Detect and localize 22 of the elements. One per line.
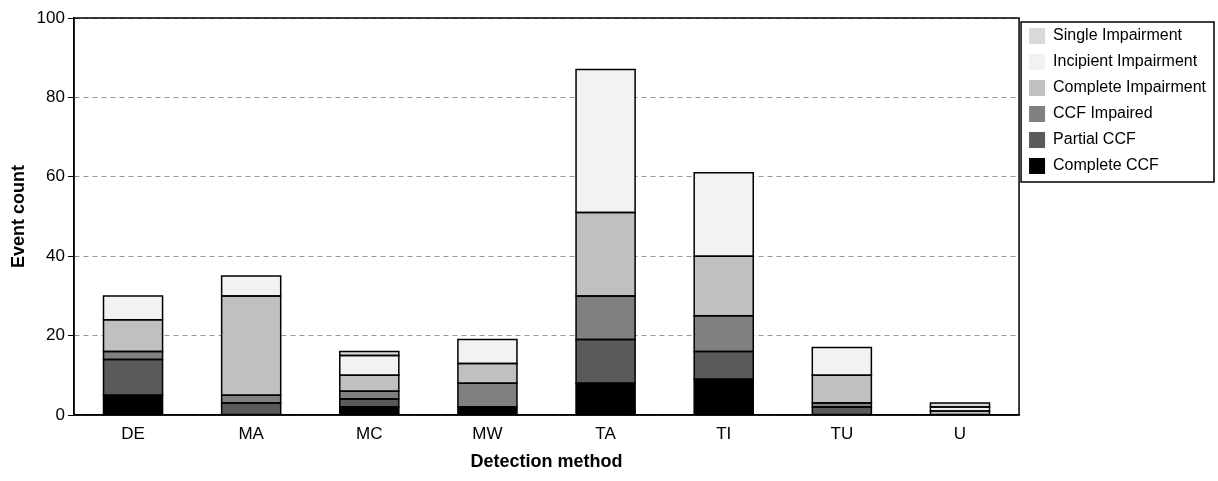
x-axis-title: Detection method — [470, 451, 623, 472]
y-tick-label: 100 — [36, 7, 65, 27]
legend-label: Complete CCF — [1053, 156, 1160, 174]
y-tick-label: 0 — [55, 404, 65, 424]
y-tick-label: 60 — [46, 166, 65, 186]
x-tick-label: MC — [356, 423, 383, 443]
y-tick-label: 20 — [46, 325, 65, 345]
y-tick-label: 40 — [46, 245, 65, 265]
y-tick-label: 80 — [46, 87, 65, 107]
x-tick-label: MW — [472, 423, 503, 443]
x-tick-label: TU — [830, 423, 854, 443]
x-tick-label: U — [953, 423, 967, 443]
legend-label: Single Impairment — [1053, 26, 1183, 44]
x-tick-label: TA — [595, 423, 617, 443]
legend-label: Incipient Impairment — [1053, 52, 1198, 70]
x-tick-label: DE — [121, 423, 145, 443]
x-tick-label: TI — [716, 423, 732, 443]
y-axis-title: Event count — [7, 164, 28, 269]
legend-label: CCF Impaired — [1053, 104, 1153, 122]
legend-label: Complete Impairment — [1053, 78, 1207, 96]
legend-label: Partial CCF — [1053, 130, 1136, 148]
x-tick-label: MA — [238, 423, 265, 443]
